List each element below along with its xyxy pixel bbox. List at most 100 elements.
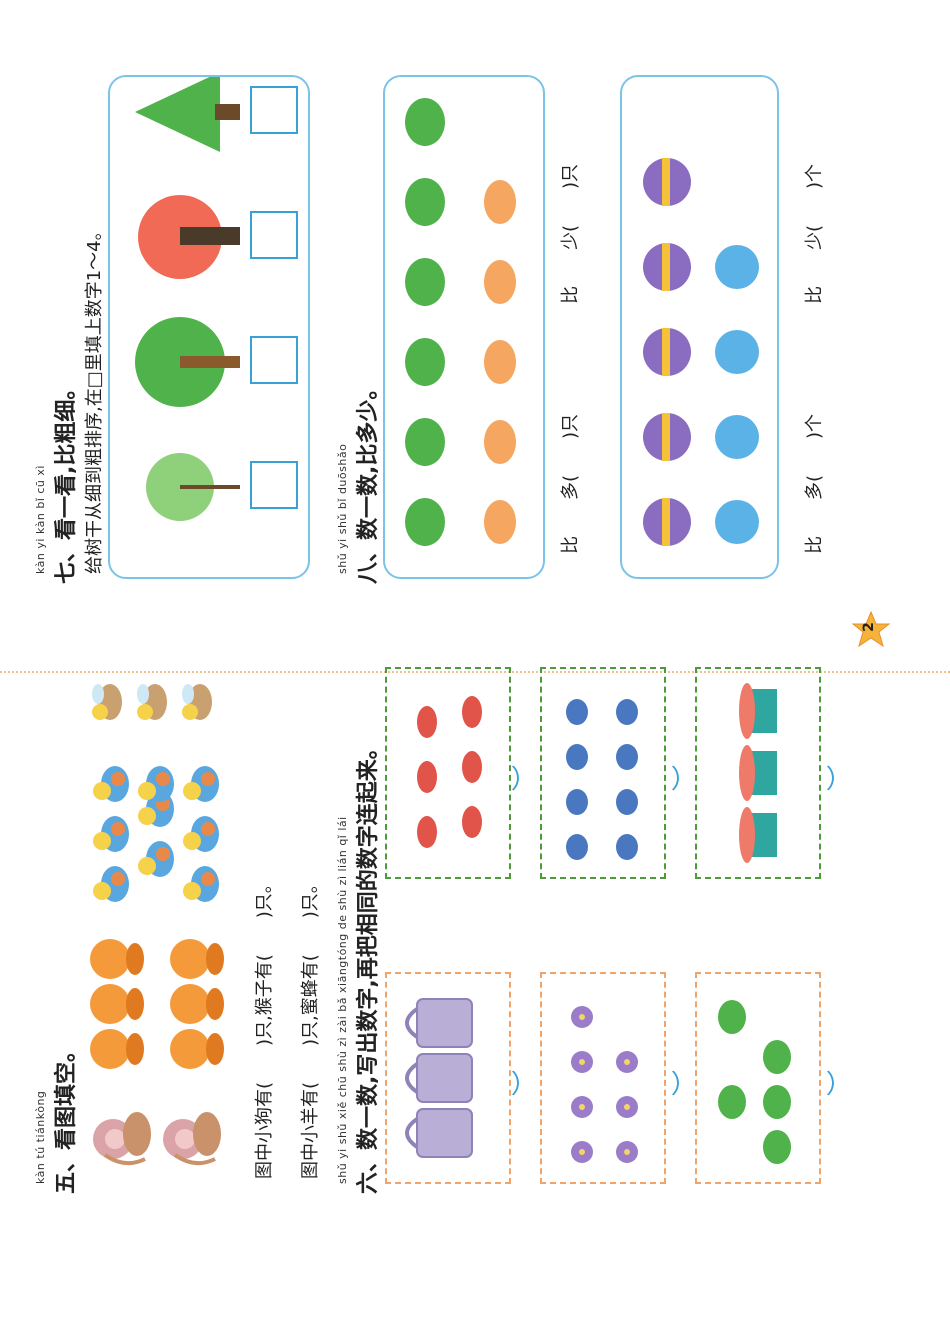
cake-icon xyxy=(739,745,777,801)
lobsters-frame xyxy=(385,667,511,879)
compare-crabs-less: 比 少( )只 xyxy=(560,163,581,304)
rank-box-3[interactable] xyxy=(250,211,298,259)
monkey-icon xyxy=(93,1112,151,1166)
rank-box-2[interactable] xyxy=(250,336,298,384)
soccer-ball-icon xyxy=(715,500,759,544)
lobster-icon xyxy=(462,751,482,783)
squid-icon xyxy=(616,744,638,770)
monkeys-group xyxy=(93,1112,221,1166)
squid-icon xyxy=(616,699,638,725)
trees-illustration xyxy=(135,72,240,521)
section6-pinyin: shǔ yi shǔ xiě chū shù zì zài bǎ xiāngtó… xyxy=(336,816,349,1184)
compare-balls-more: 比 多( )个 xyxy=(804,413,825,554)
answer-flowers[interactable]: ︶ xyxy=(671,1069,701,1096)
lobsters-group xyxy=(417,696,482,848)
dog-icon xyxy=(90,939,130,979)
rank-box-4[interactable] xyxy=(250,86,298,134)
tree-icon xyxy=(135,317,240,407)
section8-title: 八、数一数,比多少。 xyxy=(356,377,381,584)
soccer-ball-icon xyxy=(715,415,759,459)
tree-icon xyxy=(146,453,240,521)
lobster-icon xyxy=(462,806,482,838)
frog-icon xyxy=(405,98,445,146)
dogs-group xyxy=(90,939,224,1069)
section5-line1: 图中小狗有( )只,猴子有( )只。 xyxy=(254,875,275,1179)
dog-icon xyxy=(90,984,130,1024)
answer-frogs6[interactable]: ︶ xyxy=(826,1069,856,1096)
frog-icon xyxy=(763,1130,791,1164)
squid-icon xyxy=(566,744,588,770)
squid-icon xyxy=(566,699,588,725)
squid-icon xyxy=(616,789,638,815)
squids-group xyxy=(566,699,638,860)
cup-icon xyxy=(416,998,473,1048)
cake-icon xyxy=(739,683,777,739)
frog-icon xyxy=(405,258,445,306)
tree-icon xyxy=(135,72,240,152)
crab-icon xyxy=(484,500,516,544)
frogs-crabs-panel xyxy=(383,75,545,579)
trees-panel xyxy=(108,72,310,579)
squid-icon xyxy=(616,834,638,860)
dog-icon xyxy=(170,939,210,979)
bees-group xyxy=(92,684,212,720)
tree-icon xyxy=(138,195,240,279)
answer-cakes[interactable]: ︶ xyxy=(826,764,856,791)
section7-instruction: 给树干从细到粗排序,在□里填上数字1～4。 xyxy=(84,222,105,574)
sheep-group xyxy=(93,766,219,902)
dog-icon xyxy=(170,1029,210,1069)
squid-icon xyxy=(566,789,588,815)
lobster-icon xyxy=(462,696,482,728)
section5-title: 五、看图填空。 xyxy=(54,1039,79,1194)
crab-icon xyxy=(484,340,516,384)
frog-icon xyxy=(405,178,445,226)
soccer-ball-icon xyxy=(715,330,759,374)
soccer-ball-icon xyxy=(715,245,759,289)
lobster-icon xyxy=(417,706,437,738)
page-number-star-icon xyxy=(851,610,891,648)
section7-title: 七、看一看,比粗细。 xyxy=(54,377,79,584)
dog-icon xyxy=(170,984,210,1024)
answer-lobsters[interactable]: ︶ xyxy=(511,764,541,791)
section8-pinyin: shǔ yi shǔ bǐ duōshǎo xyxy=(336,443,349,574)
compare-frogs-more: 比 多( )只 xyxy=(560,413,581,554)
lobster-icon xyxy=(417,816,437,848)
flowers-frame xyxy=(540,972,666,1184)
crab-icon xyxy=(484,420,516,464)
cakes-group xyxy=(739,683,777,863)
section5-pinyin: kàn tú tiánkòng xyxy=(34,1090,47,1184)
cake-icon xyxy=(739,807,777,863)
frog-icon xyxy=(405,498,445,546)
squid-icon xyxy=(566,834,588,860)
section7-pinyin: kàn yi kàn bǐ cū xì xyxy=(34,465,47,574)
flowers-group xyxy=(571,1006,638,1163)
frog-icon xyxy=(718,1000,746,1034)
balls-illustration xyxy=(643,158,759,546)
frog-icon xyxy=(763,1040,791,1074)
cup-icon xyxy=(416,1053,473,1103)
monkey-icon xyxy=(163,1112,221,1166)
frog-icon xyxy=(405,418,445,466)
compare-soccer-less: 比 少( )个 xyxy=(804,163,825,304)
answer-squids[interactable]: ︶ xyxy=(671,764,701,791)
frogs-crabs-illustration xyxy=(405,98,516,546)
answer-cups[interactable]: ︶ xyxy=(511,1069,541,1096)
frog-icon xyxy=(405,338,445,386)
section5-line2: 图中小羊有( )只,蜜蜂有( )只。 xyxy=(300,875,321,1179)
squids-frame xyxy=(540,667,666,879)
lobster-icon xyxy=(417,761,437,793)
cakes-frame xyxy=(695,667,821,879)
balls-panel xyxy=(620,75,779,579)
crab-icon xyxy=(484,180,516,224)
frogs-frame xyxy=(695,972,821,1184)
cups-frame xyxy=(385,972,511,1184)
cup-icon xyxy=(416,1108,473,1158)
crab-icon xyxy=(484,260,516,304)
cups-group xyxy=(405,998,473,1158)
rank-box-1[interactable] xyxy=(250,461,298,509)
frog-icon xyxy=(763,1085,791,1119)
frog-icon xyxy=(718,1085,746,1119)
frogs-group-6 xyxy=(718,1000,791,1164)
